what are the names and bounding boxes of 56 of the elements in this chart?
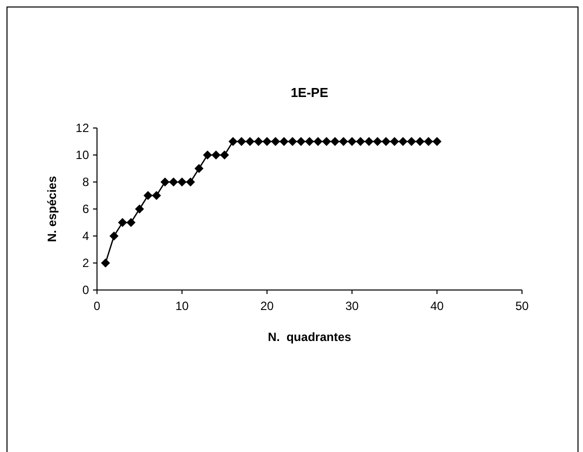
point (432, 137, 442, 146)
x-tick-label: 30 (345, 299, 359, 313)
point (144, 191, 152, 200)
point (364, 137, 374, 146)
point (254, 137, 263, 146)
point (186, 178, 195, 186)
point (322, 137, 331, 146)
y-tick-label: 2 (82, 256, 90, 270)
point (373, 137, 382, 146)
y-tick-label: 6 (82, 202, 90, 216)
y-tick-label: 8 (82, 175, 90, 190)
point (110, 232, 118, 240)
point (212, 150, 220, 160)
point (382, 137, 390, 146)
y-tick-label: 0 (82, 283, 90, 298)
point (390, 137, 399, 146)
x-tick-label: 20 (260, 299, 274, 313)
point (228, 137, 238, 146)
point (271, 137, 280, 146)
chart-title: 1E-PE (290, 85, 329, 100)
y-axis-title: N. espécies (45, 176, 59, 242)
x-tick-label: 10 (175, 299, 189, 313)
point (101, 258, 110, 268)
x-tick-label: 0 (94, 299, 101, 313)
point (169, 178, 178, 186)
y-tick-label: 10 (76, 148, 90, 162)
point (339, 137, 348, 146)
x-axis-title: N. quadrantes (268, 330, 352, 344)
point (126, 218, 136, 227)
point (330, 137, 340, 146)
point (280, 137, 288, 146)
point (305, 137, 314, 146)
point (416, 137, 424, 146)
point (288, 137, 297, 146)
point (356, 137, 365, 146)
point (152, 191, 161, 200)
x-tick-label: 40 (430, 299, 444, 313)
point (296, 137, 306, 146)
point (237, 137, 246, 146)
point (118, 218, 127, 227)
y-tick-label: 12 (76, 121, 90, 136)
point (246, 137, 254, 146)
point (194, 164, 204, 173)
point (424, 137, 433, 146)
point (160, 178, 170, 186)
point (220, 150, 229, 160)
point (314, 137, 322, 146)
y-tick-label: 4 (82, 229, 90, 244)
point (407, 137, 416, 146)
point (262, 137, 272, 146)
point (203, 150, 212, 160)
point (348, 137, 356, 146)
point (398, 137, 408, 146)
point (135, 204, 144, 214)
x-tick-label: 50 (515, 299, 529, 313)
point (178, 178, 186, 186)
